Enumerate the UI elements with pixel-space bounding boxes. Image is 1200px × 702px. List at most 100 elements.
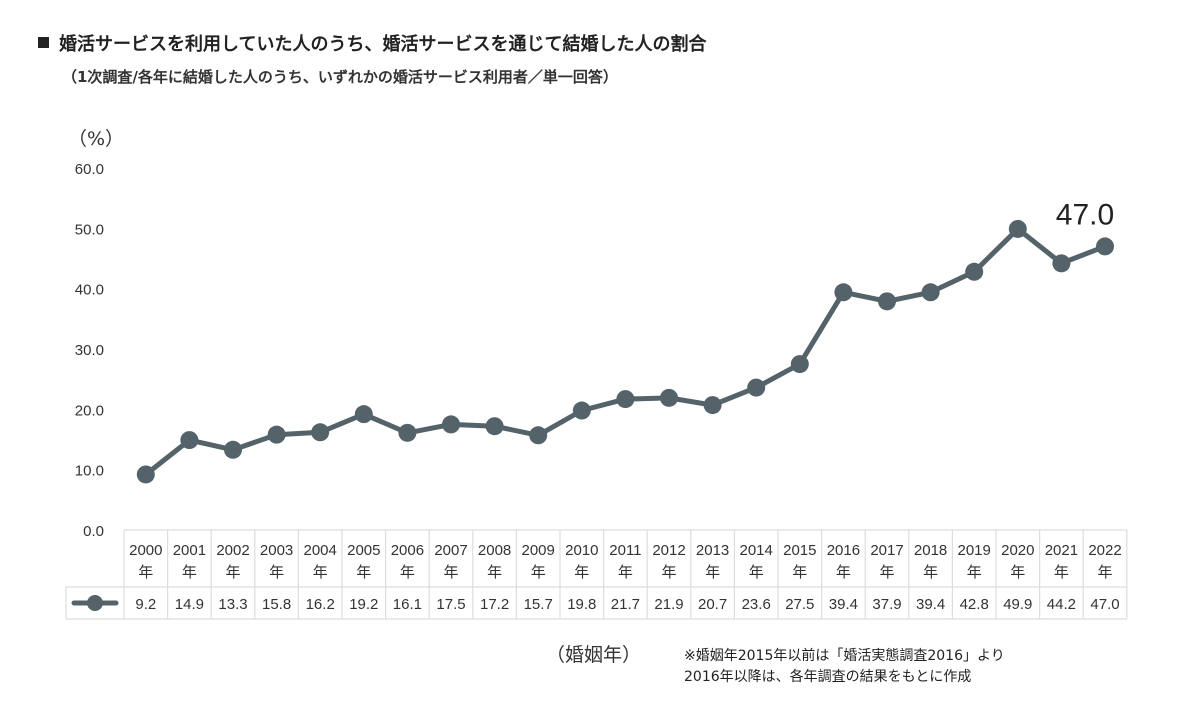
x-category-year-label: 2011 xyxy=(609,542,641,559)
x-category-year-label: 2010 xyxy=(565,542,598,559)
data-point-marker xyxy=(747,378,766,397)
x-category-year-label: 2016 xyxy=(827,542,860,559)
table-value-cell: 49.9 xyxy=(1003,596,1032,613)
x-category-suffix-label: 年 xyxy=(138,564,153,581)
x-category-suffix-label: 年 xyxy=(1097,564,1112,581)
table-value-cell: 9.2 xyxy=(135,596,156,613)
data-point-marker xyxy=(180,431,199,450)
series-line xyxy=(143,226,1108,477)
table-value-cell: 17.5 xyxy=(436,596,465,613)
x-category-suffix-label: 年 xyxy=(923,564,938,581)
legend-marker-icon xyxy=(87,595,103,611)
x-category-year-label: 2009 xyxy=(522,542,555,559)
data-point-marker xyxy=(1008,219,1027,238)
source-note: ※婚姻年2015年以前は「婚活実態調査2016」より 2016年以降は、各年調査… xyxy=(684,646,1005,688)
x-category-year-label: 2019 xyxy=(958,542,991,559)
data-point-marker xyxy=(485,417,504,436)
x-category-suffix-label: 年 xyxy=(356,564,371,581)
x-category-suffix-label: 年 xyxy=(1010,564,1025,581)
y-tick-label: 50.0 xyxy=(75,221,104,238)
x-category-suffix-label: 年 xyxy=(182,564,197,581)
x-category-year-label: 2022 xyxy=(1088,542,1121,559)
table-value-cell: 14.9 xyxy=(175,596,204,613)
table-value-cell: 21.7 xyxy=(611,596,640,613)
x-category-year-label: 2003 xyxy=(260,542,293,559)
table-value-cell: 19.2 xyxy=(349,596,378,613)
y-tick-label: 20.0 xyxy=(75,402,104,419)
data-point-marker xyxy=(224,440,242,459)
table-value-cell: 21.9 xyxy=(654,596,683,613)
x-category-suffix-label: 年 xyxy=(618,564,633,581)
x-category-suffix-label: 年 xyxy=(749,564,764,581)
x-axis-label: （婚姻年） xyxy=(546,644,642,666)
chart-title: 婚活サービスを利用していた人のうち、婚活サービスを通じて結婚した人の割合 xyxy=(59,34,707,55)
y-tick-label: 0.0 xyxy=(83,523,104,540)
x-category-suffix-label: 年 xyxy=(269,564,284,581)
data-point-marker xyxy=(660,388,678,407)
x-category-year-label: 2002 xyxy=(216,542,249,559)
x-category-suffix-label: 年 xyxy=(313,564,328,581)
x-category-year-label: 2017 xyxy=(870,542,903,559)
source-note-line-2: 2016年以降は、各年調査の結果をもとに作成 xyxy=(684,669,972,685)
x-category-suffix-label: 年 xyxy=(574,564,589,581)
data-point-marker xyxy=(921,283,940,302)
data-point-marker xyxy=(354,405,373,424)
y-tick-label: 40.0 xyxy=(75,282,104,299)
table-value-cell: 15.7 xyxy=(524,596,553,613)
x-category-year-label: 2018 xyxy=(914,542,947,559)
data-point-marker xyxy=(965,262,984,281)
table-value-cell: 27.5 xyxy=(785,596,814,613)
table-value-cell: 19.8 xyxy=(567,596,596,613)
data-point-marker xyxy=(1052,254,1071,273)
x-category-year-label: 2015 xyxy=(783,542,816,559)
table-value-cell: 23.6 xyxy=(742,596,771,613)
table-value-cell: 39.4 xyxy=(829,596,858,613)
x-category-year-label: 2020 xyxy=(1001,542,1034,559)
x-category-suffix-label: 年 xyxy=(879,564,894,581)
x-category-suffix-label: 年 xyxy=(967,564,982,581)
x-category-year-label: 2014 xyxy=(740,542,773,559)
x-category-year-label: 2007 xyxy=(434,542,467,559)
data-point-marker xyxy=(878,292,896,311)
x-category-suffix-label: 年 xyxy=(661,564,676,581)
x-category-suffix-label: 年 xyxy=(1054,564,1069,581)
chart-subtitle: （1次調査/各年に結婚した人のうち、いずれかの婚活サービス利用者／単一回答） xyxy=(62,68,618,86)
x-category-year-label: 2005 xyxy=(347,542,380,559)
y-axis-unit-label: （%） xyxy=(68,128,125,150)
data-point-marker xyxy=(790,355,809,374)
last-value-annotation: 47.0 xyxy=(1056,198,1114,231)
data-point-marker xyxy=(572,401,591,420)
data-point-marker xyxy=(1096,237,1114,256)
x-category-suffix-label: 年 xyxy=(443,564,458,581)
x-category-year-label: 2012 xyxy=(652,542,685,559)
y-tick-label: 10.0 xyxy=(75,463,104,480)
x-category-year-label: 2000 xyxy=(129,542,162,559)
data-point-marker xyxy=(703,396,722,415)
x-category-suffix-label: 年 xyxy=(400,564,415,581)
data-point-marker xyxy=(136,465,155,484)
data-point-marker xyxy=(529,426,548,445)
chart-title-row: 婚活サービスを利用していた人のうち、婚活サービスを通じて結婚した人の割合 xyxy=(38,30,706,56)
data-point-marker xyxy=(267,425,286,444)
x-category-suffix-label: 年 xyxy=(792,564,807,581)
table-value-cell: 13.3 xyxy=(218,596,247,613)
square-bullet-icon xyxy=(38,37,49,48)
x-category-suffix-label: 年 xyxy=(705,564,720,581)
data-point-marker xyxy=(442,415,460,434)
table-value-cell: 17.2 xyxy=(480,596,509,613)
x-category-year-label: 2001 xyxy=(173,542,206,559)
x-category-suffix-label: 年 xyxy=(487,564,502,581)
x-category-suffix-label: 年 xyxy=(836,564,851,581)
x-category-year-label: 2008 xyxy=(478,542,511,559)
x-category-suffix-label: 年 xyxy=(225,564,240,581)
table-value-cell: 16.1 xyxy=(393,596,422,613)
source-note-line-1: ※婚姻年2015年以前は「婚活実態調査2016」より xyxy=(684,648,1005,664)
table-value-cell: 15.8 xyxy=(262,596,291,613)
data-point-marker xyxy=(834,283,853,302)
table-value-cell: 16.2 xyxy=(306,596,335,613)
y-tick-label: 60.0 xyxy=(75,161,104,178)
x-category-year-label: 2004 xyxy=(304,542,337,559)
x-category-suffix-label: 年 xyxy=(531,564,546,581)
table-value-cell: 42.8 xyxy=(960,596,989,613)
